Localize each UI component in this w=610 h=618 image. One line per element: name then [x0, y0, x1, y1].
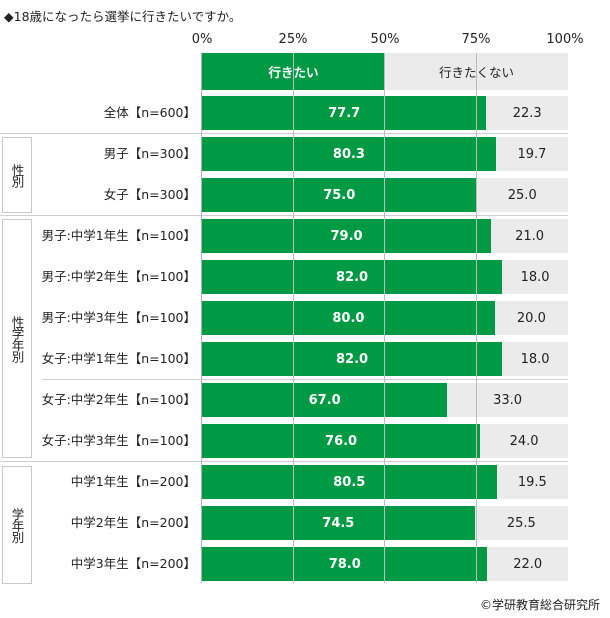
bar-row: 75.0 25.0: [202, 178, 568, 212]
bar-no: 24.0: [480, 424, 568, 458]
row-label: 女子:中学3年生【n=100】: [41, 433, 196, 448]
row-label: 女子【n=300】: [103, 187, 196, 202]
row-label: 男子:中学2年生【n=100】: [41, 269, 196, 284]
bar-row: 80.5 19.5: [202, 465, 568, 499]
bar-row: 80.0 20.0: [202, 301, 568, 335]
gridline-75: [476, 53, 477, 583]
group-label: 性別: [9, 163, 25, 187]
separator-line: [42, 379, 568, 380]
bar-row: 80.3 19.7: [202, 137, 568, 171]
x-tick-100: 100%: [546, 32, 584, 47]
bar-yes: 79.0: [202, 219, 492, 253]
bar-no: 21.0: [491, 219, 568, 253]
row-label: 男子【n=300】: [103, 146, 196, 161]
x-tick-75: 75%: [461, 32, 491, 47]
row-label: 中学3年生【n=200】: [70, 556, 196, 571]
bar-no: 25.5: [474, 506, 568, 540]
chart-title: ◆18歳になったら選挙に行きたいですか。: [4, 9, 242, 24]
bar-row: 82.0 18.0: [202, 260, 568, 294]
row-label: 全体【n=600】: [103, 105, 196, 120]
legend-header-bar: 行きたい 行きたくない: [202, 53, 568, 90]
bar-row: 77.7 22.3: [202, 96, 568, 130]
bar-yes: 75.0: [202, 178, 477, 212]
copyright-credit: ©学研教育総合研究所: [479, 598, 600, 612]
y-axis-line: [201, 53, 202, 583]
bar-row: 67.0 33.0: [202, 383, 568, 417]
bar-yes: 76.0: [202, 424, 481, 458]
bar-row: 82.0 18.0: [202, 342, 568, 376]
separator-line: [0, 461, 568, 462]
group-label: 性学年別: [9, 315, 25, 362]
bar-yes: 80.5: [202, 465, 497, 499]
x-tick-25: 25%: [278, 32, 308, 47]
bar-no: 22.3: [486, 96, 568, 130]
bar-no: 18.0: [502, 342, 568, 376]
bar-no: 19.5: [496, 465, 568, 499]
bar-no: 19.7: [495, 137, 568, 171]
row-label: 女子:中学1年生【n=100】: [41, 351, 196, 366]
group-box-grade: 学年別: [2, 466, 32, 584]
bar-row: 76.0 24.0: [202, 424, 568, 458]
bar-row: 74.5 25.5: [202, 506, 568, 540]
bar-yes: 74.5: [202, 506, 475, 540]
bar-yes: 80.0: [202, 301, 495, 335]
bar-row: 79.0 21.0: [202, 219, 568, 253]
bar-no: 33.0: [447, 383, 568, 417]
row-label: 男子:中学3年生【n=100】: [41, 310, 196, 325]
bar-yes: 77.7: [202, 96, 487, 130]
separator-line: [0, 133, 568, 134]
bar-row: 78.0 22.0: [202, 547, 568, 581]
bar-no: 18.0: [502, 260, 568, 294]
plot-area: 行きたい 行きたくない 77.7 22.3 80.3 19.7 75.0 25.…: [202, 53, 568, 583]
row-label: 中学2年生【n=200】: [70, 515, 196, 530]
row-label: 中学1年生【n=200】: [70, 474, 196, 489]
x-tick-50: 50%: [370, 32, 400, 47]
group-label: 学年別: [9, 507, 25, 543]
bar-yes: 78.0: [202, 547, 488, 581]
group-box-gender-grade: 性学年別: [2, 219, 32, 458]
bar-yes: 67.0: [202, 383, 448, 417]
row-label: 男子:中学1年生【n=100】: [41, 228, 196, 243]
bar-yes: 80.3: [202, 137, 496, 171]
gridline-25: [293, 53, 294, 583]
bar-no: 22.0: [487, 547, 568, 581]
gridline-50: [384, 53, 385, 583]
bar-yes: 82.0: [202, 260, 503, 294]
bar-yes: 82.0: [202, 342, 503, 376]
group-box-gender: 性別: [2, 137, 32, 213]
bar-no: 25.0: [476, 178, 568, 212]
separator-line: [0, 215, 568, 216]
bar-no: 20.0: [494, 301, 568, 335]
x-tick-0: 0%: [191, 32, 213, 47]
row-label: 女子:中学2年生【n=100】: [41, 392, 196, 407]
